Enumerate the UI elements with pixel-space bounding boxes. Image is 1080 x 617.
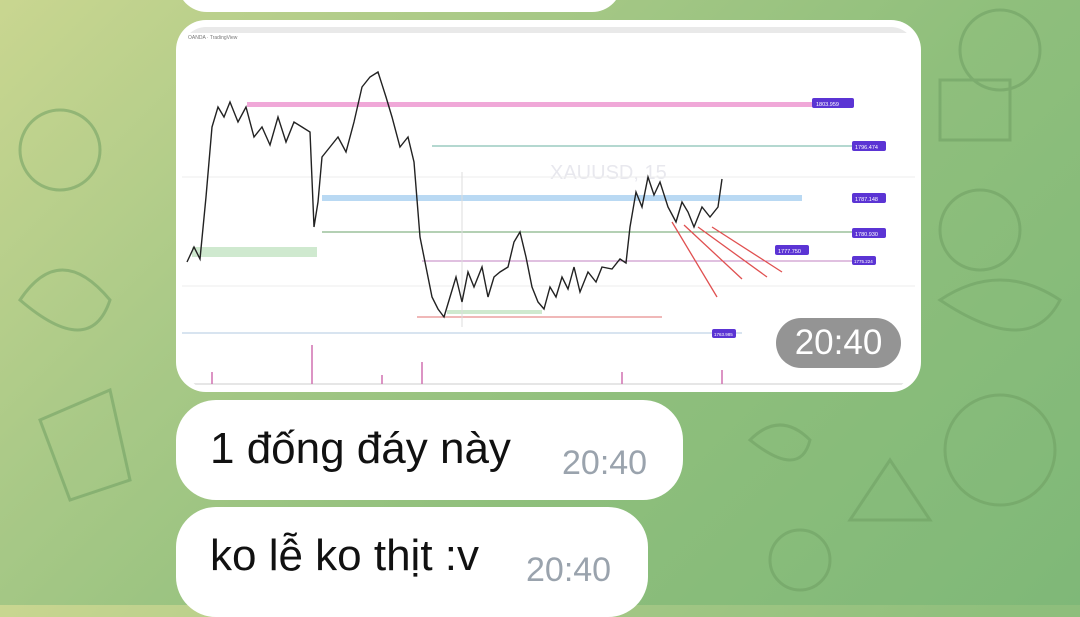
text-message-bubble[interactable]: 1 đống đáy này 20:40 [176, 400, 683, 500]
chart-watermark: XAUUSD, 15 [550, 162, 667, 184]
demand-zone [192, 247, 317, 257]
resistance-zone [247, 102, 812, 107]
message-timestamp: 20:40 [562, 444, 648, 482]
photo-message-bubble[interactable]: OANDA · TradingView XAUUSD, 15 [176, 20, 921, 392]
price-label-1: 1803.959 [816, 102, 839, 108]
price-label-7: 1763.985 [714, 332, 733, 337]
chart-header-text: OANDA · TradingView [188, 35, 238, 41]
price-chart: OANDA · TradingView XAUUSD, 15 [182, 27, 915, 385]
previous-message-bubble[interactable] [177, 0, 622, 12]
photo-timestamp: 20:40 [776, 318, 901, 368]
price-label-6: 1775.224 [854, 259, 873, 264]
message-text: ko lễ ko thịt :v [210, 531, 480, 580]
price-label-3: 1787.148 [855, 197, 878, 203]
message-text: 1 đống đáy này [210, 424, 511, 473]
supply-zone [322, 195, 802, 201]
demand-zone-low [447, 310, 542, 314]
price-label-4: 1780.930 [855, 232, 878, 238]
text-message-bubble[interactable]: ko lễ ko thịt :v 20:40 [176, 507, 648, 617]
price-line [186, 70, 723, 319]
price-label-5: 1777.750 [778, 249, 801, 255]
price-label-2: 1796.474 [855, 145, 878, 151]
message-timestamp: 20:40 [526, 551, 612, 589]
trend-arrows [671, 221, 783, 298]
volume-bars [211, 345, 723, 384]
